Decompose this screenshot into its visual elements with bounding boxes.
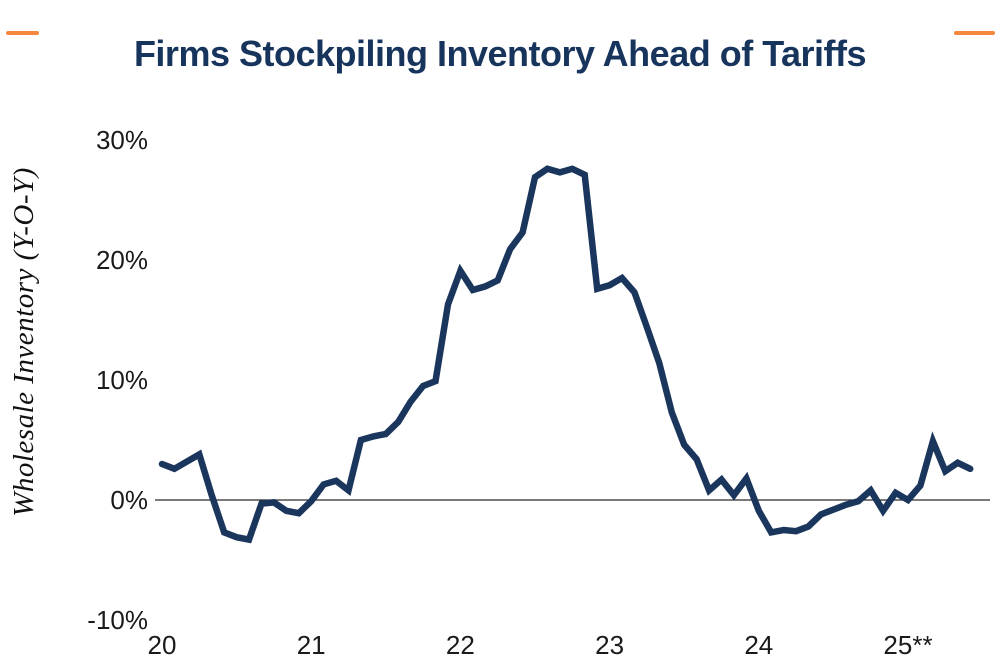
inventory-line-series xyxy=(158,165,974,544)
x-tick-label: 25** xyxy=(883,630,933,660)
x-tick-label: 22 xyxy=(445,630,475,660)
y-tick-label: -10% xyxy=(87,605,148,635)
title-accent-dash-right-icon xyxy=(954,31,995,35)
x-tick-label: 23 xyxy=(595,630,625,660)
title-accent-dash-left-icon xyxy=(6,31,39,35)
y-tick-label: 0% xyxy=(110,485,148,515)
x-tick-label: 21 xyxy=(296,630,326,660)
x-tick-label: 20 xyxy=(147,630,177,660)
y-tick-label: 30% xyxy=(95,125,148,155)
y-tick-label: 20% xyxy=(95,245,148,275)
x-tick-label: 24 xyxy=(744,630,774,660)
y-tick-label: 10% xyxy=(95,365,148,395)
page-title: Firms Stockpiling Inventory Ahead of Tar… xyxy=(133,33,867,75)
